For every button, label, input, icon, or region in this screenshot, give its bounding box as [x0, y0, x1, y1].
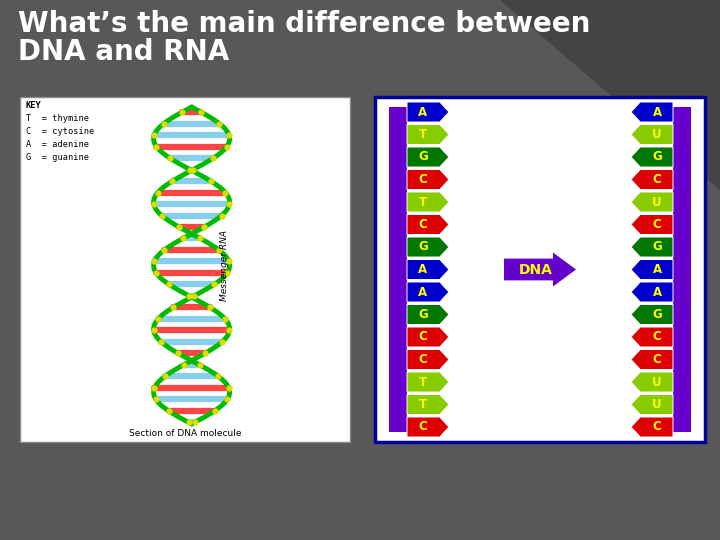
Text: G: G: [652, 240, 662, 253]
Text: C: C: [418, 330, 428, 343]
Polygon shape: [631, 192, 673, 212]
Text: KEY: KEY: [26, 101, 42, 110]
Polygon shape: [407, 305, 449, 325]
Polygon shape: [407, 282, 449, 302]
Polygon shape: [407, 192, 449, 212]
Text: Messenger RNA: Messenger RNA: [220, 230, 229, 301]
Polygon shape: [631, 147, 673, 167]
Bar: [673, 107, 691, 432]
Text: C: C: [652, 330, 662, 343]
Text: T  = thymine: T = thymine: [26, 114, 89, 123]
Polygon shape: [631, 282, 673, 302]
Polygon shape: [407, 147, 449, 167]
Polygon shape: [631, 170, 673, 190]
Polygon shape: [500, 0, 720, 190]
Text: A: A: [652, 286, 662, 299]
Polygon shape: [631, 417, 673, 437]
Text: DNA and RNA: DNA and RNA: [18, 38, 229, 66]
Text: U: U: [652, 128, 662, 141]
Polygon shape: [407, 417, 449, 437]
Text: G: G: [418, 151, 428, 164]
Text: T: T: [419, 398, 427, 411]
Text: A  = adenine: A = adenine: [26, 140, 89, 149]
Text: G: G: [652, 151, 662, 164]
Polygon shape: [631, 327, 673, 347]
Polygon shape: [407, 125, 449, 145]
Polygon shape: [407, 170, 449, 190]
Polygon shape: [631, 260, 673, 280]
Text: U: U: [652, 195, 662, 208]
Polygon shape: [407, 214, 449, 234]
Text: C: C: [652, 353, 662, 366]
Bar: [375, 97, 705, 442]
Polygon shape: [504, 253, 576, 287]
Bar: [20, 97, 350, 442]
Polygon shape: [631, 214, 673, 234]
Text: C: C: [418, 173, 428, 186]
Text: C  = cytosine: C = cytosine: [26, 127, 94, 136]
Polygon shape: [631, 237, 673, 257]
Polygon shape: [631, 125, 673, 145]
Text: G: G: [418, 240, 428, 253]
Polygon shape: [407, 260, 449, 280]
Text: A: A: [418, 286, 428, 299]
Text: U: U: [652, 398, 662, 411]
Text: C: C: [418, 353, 428, 366]
Text: C: C: [418, 421, 428, 434]
Polygon shape: [407, 395, 449, 415]
Text: T: T: [419, 375, 427, 388]
Text: A: A: [652, 263, 662, 276]
Polygon shape: [407, 102, 449, 122]
Polygon shape: [407, 237, 449, 257]
Text: A: A: [652, 105, 662, 118]
Polygon shape: [631, 102, 673, 122]
Polygon shape: [631, 305, 673, 325]
Text: G: G: [418, 308, 428, 321]
Polygon shape: [631, 372, 673, 392]
Text: DNA: DNA: [519, 262, 553, 276]
Text: C: C: [652, 421, 662, 434]
Text: T: T: [419, 128, 427, 141]
Text: C: C: [652, 173, 662, 186]
Text: G: G: [652, 308, 662, 321]
Text: A: A: [418, 105, 428, 118]
Text: T: T: [419, 195, 427, 208]
Text: U: U: [652, 375, 662, 388]
Text: What’s the main difference between: What’s the main difference between: [18, 10, 590, 38]
Polygon shape: [407, 372, 449, 392]
Text: Section of DNA molecule: Section of DNA molecule: [129, 429, 241, 438]
Text: C: C: [652, 218, 662, 231]
Text: C: C: [418, 218, 428, 231]
Polygon shape: [407, 349, 449, 369]
Polygon shape: [631, 395, 673, 415]
Polygon shape: [631, 349, 673, 369]
Polygon shape: [407, 327, 449, 347]
Text: A: A: [418, 263, 428, 276]
Text: G  = guanine: G = guanine: [26, 153, 89, 162]
Bar: [389, 107, 407, 432]
